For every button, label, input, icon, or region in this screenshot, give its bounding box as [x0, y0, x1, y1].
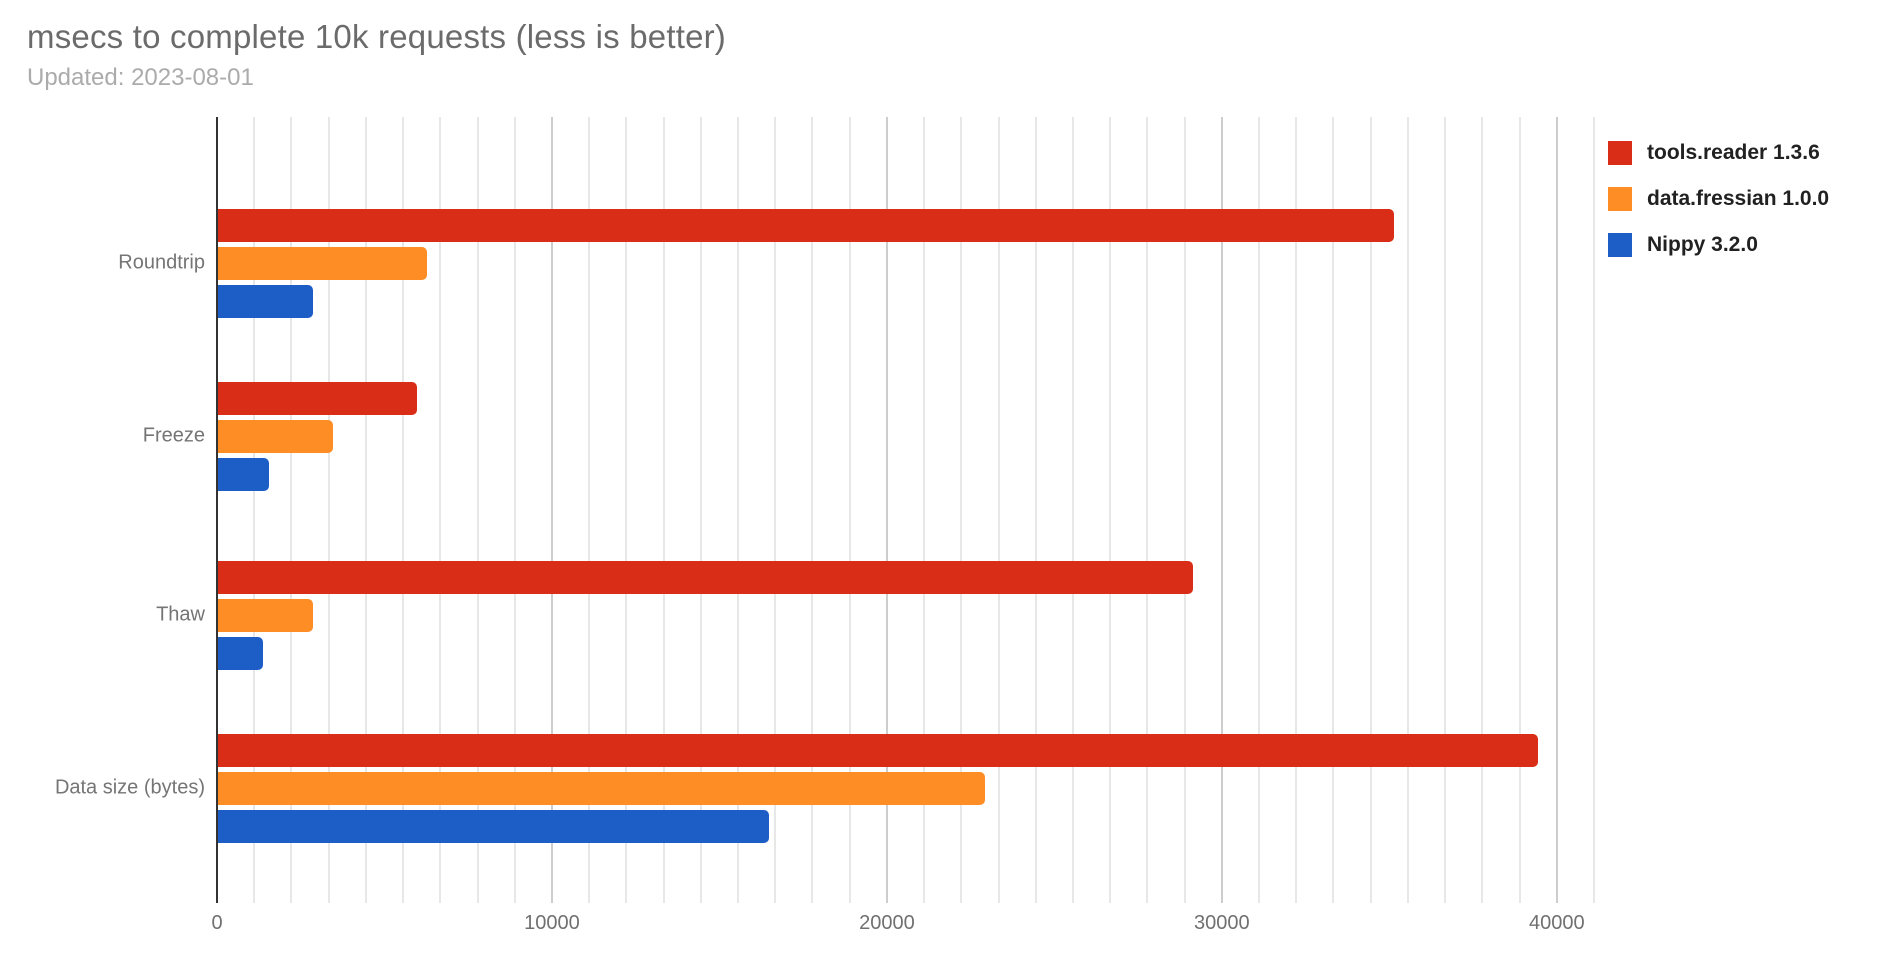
major-gridline — [1555, 117, 1558, 903]
chart-bar — [218, 382, 417, 415]
minor-gridline — [1071, 117, 1074, 903]
minor-gridline — [1183, 117, 1186, 903]
minor-gridline — [699, 117, 702, 903]
category-label-thaw: Thaw — [156, 603, 205, 626]
legend-item-tools-reader: tools.reader 1.3.6 — [1608, 141, 1829, 165]
legend-item-data-fressian: data.fressian 1.0.0 — [1608, 187, 1829, 211]
category-label-freeze: Freeze — [142, 424, 205, 447]
minor-gridline — [253, 117, 256, 903]
minor-gridline — [290, 117, 293, 903]
minor-gridline — [402, 117, 405, 903]
minor-gridline — [1332, 117, 1335, 903]
minor-gridline — [513, 117, 516, 903]
chart-bar — [218, 734, 1538, 767]
minor-gridline — [737, 117, 740, 903]
major-gridline — [1220, 117, 1223, 903]
minor-gridline — [588, 117, 591, 903]
minor-gridline — [1518, 117, 1521, 903]
minor-gridline — [811, 117, 814, 903]
legend-swatch-icon — [1608, 187, 1632, 211]
minor-gridline — [923, 117, 926, 903]
minor-gridline — [1295, 117, 1298, 903]
minor-gridline — [327, 117, 330, 903]
legend-label: Nippy 3.2.0 — [1647, 233, 1758, 256]
chart-bar — [218, 420, 333, 453]
minor-gridline — [476, 117, 479, 903]
minor-gridline — [1146, 117, 1149, 903]
category-label-roundtrip: Roundtrip — [118, 251, 205, 274]
minor-gridline — [1406, 117, 1409, 903]
major-gridline — [885, 117, 888, 903]
x-tick-label: 40000 — [1528, 912, 1585, 934]
major-gridline — [550, 117, 553, 903]
minor-gridline — [439, 117, 442, 903]
x-tick-label: 20000 — [859, 912, 915, 934]
minor-gridline — [1444, 117, 1447, 903]
minor-gridline — [774, 117, 777, 903]
chart-bar — [218, 458, 269, 491]
baseline-axis — [216, 117, 218, 903]
minor-gridline — [997, 117, 1000, 903]
chart-bar — [218, 561, 1193, 594]
x-tick-label: 0 — [211, 912, 223, 934]
legend-label: data.fressian 1.0.0 — [1647, 187, 1830, 210]
minor-gridline — [1369, 117, 1372, 903]
minor-gridline — [1592, 117, 1595, 903]
chart-bar — [218, 637, 263, 670]
chart-bar — [218, 247, 427, 280]
category-label-datasize: Data size (bytes) — [54, 776, 205, 799]
minor-gridline — [1034, 117, 1037, 903]
chart-bar — [218, 772, 985, 805]
minor-gridline — [1481, 117, 1484, 903]
minor-gridline — [848, 117, 851, 903]
minor-gridline — [1258, 117, 1261, 903]
minor-gridline — [625, 117, 628, 903]
chart-bar — [218, 599, 313, 632]
chart-bar — [218, 209, 1394, 242]
legend-swatch-icon — [1608, 141, 1632, 165]
chart-bar — [218, 810, 769, 843]
minor-gridline — [960, 117, 963, 903]
minor-gridline — [662, 117, 665, 903]
legend: tools.reader 1.3.6 data.fressian 1.0.0 N… — [1608, 141, 1829, 257]
chart-subtitle: Updated: 2023-08-01 — [27, 64, 254, 91]
x-tick-label: 10000 — [524, 912, 580, 934]
minor-gridline — [1109, 117, 1112, 903]
legend-label: tools.reader 1.3.6 — [1647, 141, 1820, 164]
legend-swatch-icon — [1608, 233, 1632, 257]
legend-item-nippy: Nippy 3.2.0 — [1608, 233, 1829, 257]
chart-bar — [218, 285, 313, 318]
x-tick-label: 30000 — [1194, 912, 1250, 934]
chart-title: msecs to complete 10k requests (less is … — [27, 18, 726, 55]
minor-gridline — [364, 117, 367, 903]
